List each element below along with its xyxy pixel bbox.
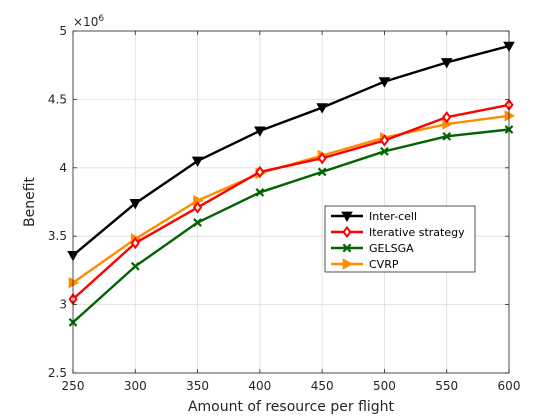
data-point [129, 199, 142, 210]
data-point [255, 188, 265, 197]
data-point [440, 58, 453, 69]
data-point [255, 165, 265, 179]
legend-entry: GELSGA [331, 242, 414, 255]
y-tick-label: 5 [59, 24, 67, 38]
data-point [380, 147, 389, 156]
legend-entry: Iterative strategy [331, 225, 465, 239]
data-point [317, 152, 327, 165]
x-tick-label: 350 [186, 379, 209, 393]
y-tick-label: 3 [59, 298, 67, 312]
data-point [378, 77, 391, 88]
series-iterative-strategy [68, 98, 514, 306]
data-point [442, 111, 452, 124]
legend-entry: Inter-cell [331, 210, 417, 223]
legend-entry: CVRP [331, 258, 399, 271]
x-tick-label: 550 [435, 379, 458, 393]
y-tick-label: 2.5 [48, 366, 67, 380]
data-point [193, 218, 202, 227]
plot-frame [72, 30, 510, 374]
x-axis-label: Amount of resource per flight [188, 399, 395, 415]
x-tick-label: 400 [248, 379, 271, 393]
y-tick-label: 4.5 [48, 92, 67, 106]
series-line [72, 128, 510, 324]
data-point [254, 126, 266, 137]
y-tick-label: 3.5 [48, 229, 67, 243]
legend-label: Iterative strategy [369, 226, 465, 239]
data-point [379, 134, 390, 147]
data-point [317, 167, 327, 177]
axis-ticks: 250 300 350 400 450 500 550 600 2.5 3 3.5 4 4.5 5 [48, 24, 521, 393]
legend-swatch-marker [341, 211, 353, 223]
x-tick-label: 500 [373, 379, 396, 393]
legend-label: Inter-cell [369, 210, 417, 223]
x-tick-label: 300 [124, 379, 147, 393]
legend-label: GELSGA [369, 242, 414, 255]
series-line [72, 103, 510, 301]
legend-label: CVRP [369, 258, 399, 271]
x-tick-label: 250 [62, 379, 85, 393]
data-point [504, 110, 516, 122]
x-tick-label: 450 [311, 379, 334, 393]
data-point [442, 131, 452, 141]
legend-swatch-marker [342, 225, 352, 239]
data-point [68, 276, 80, 289]
data-point [316, 103, 328, 114]
plot-background [73, 31, 509, 373]
series-gelsga [68, 125, 514, 327]
y-exponent-label: ×106 [73, 14, 104, 29]
data-point [130, 261, 140, 271]
data-point [130, 236, 140, 250]
series-line [72, 44, 510, 257]
data-point [191, 156, 204, 168]
y-axis-label: Benefit [22, 176, 38, 227]
y-tick-label: 4 [59, 161, 67, 175]
legend-swatch-marker [342, 243, 352, 253]
data-point [192, 201, 203, 214]
legend-swatch-marker [342, 258, 354, 270]
x-tick-label: 600 [498, 379, 521, 393]
legend: Inter-cell Iterative strategy GELSGA CVRP [324, 205, 476, 273]
